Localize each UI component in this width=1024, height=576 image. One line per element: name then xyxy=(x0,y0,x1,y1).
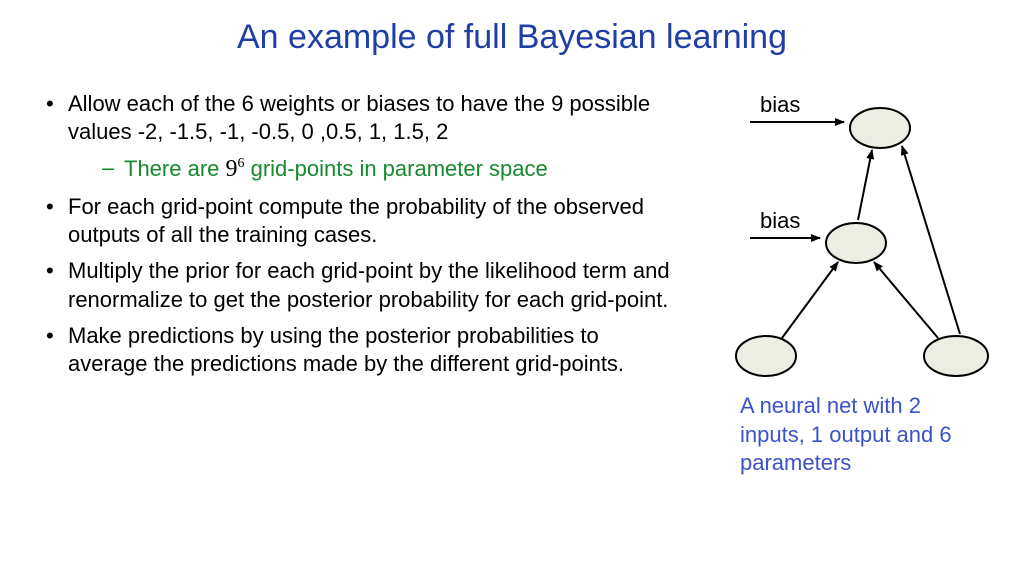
sub-list: There are 96 grid-points in parameter sp… xyxy=(68,154,680,185)
content-area: Allow each of the 6 weights or biases to… xyxy=(40,90,680,386)
math-expr: 96 xyxy=(226,156,245,182)
arrow-3 xyxy=(782,262,838,338)
slide: An example of full Bayesian learning All… xyxy=(0,0,1024,576)
arrow-4 xyxy=(874,262,938,338)
sub-1-after: grid-points in parameter space xyxy=(245,156,548,181)
node-input_l xyxy=(736,336,796,376)
math-exp: 6 xyxy=(238,156,245,171)
node-output xyxy=(850,108,910,148)
bullet-3: Multiply the prior for each grid-point b… xyxy=(40,257,680,313)
bullet-1: Allow each of the 6 weights or biases to… xyxy=(40,90,680,185)
neural-net-diagram: bias bias xyxy=(710,88,1000,388)
diagram-caption: A neural net with 2 inputs, 1 output and… xyxy=(740,392,990,478)
bullet-2: For each grid-point compute the probabil… xyxy=(40,193,680,249)
arrow-2 xyxy=(858,150,872,220)
bullet-4: Make predictions by using the posterior … xyxy=(40,322,680,378)
node-hidden xyxy=(826,223,886,263)
bias-label-top: bias xyxy=(760,92,800,117)
node-input_r xyxy=(924,336,988,376)
sub-bullet-1: There are 96 grid-points in parameter sp… xyxy=(68,154,680,185)
math-base: 9 xyxy=(226,156,238,182)
bullet-list: Allow each of the 6 weights or biases to… xyxy=(40,90,680,378)
bias-label-mid: bias xyxy=(760,208,800,233)
sub-1-before: There are xyxy=(124,156,226,181)
nodes-group xyxy=(736,108,988,376)
bullet-1-text: Allow each of the 6 weights or biases to… xyxy=(68,91,650,144)
slide-title: An example of full Bayesian learning xyxy=(0,18,1024,57)
